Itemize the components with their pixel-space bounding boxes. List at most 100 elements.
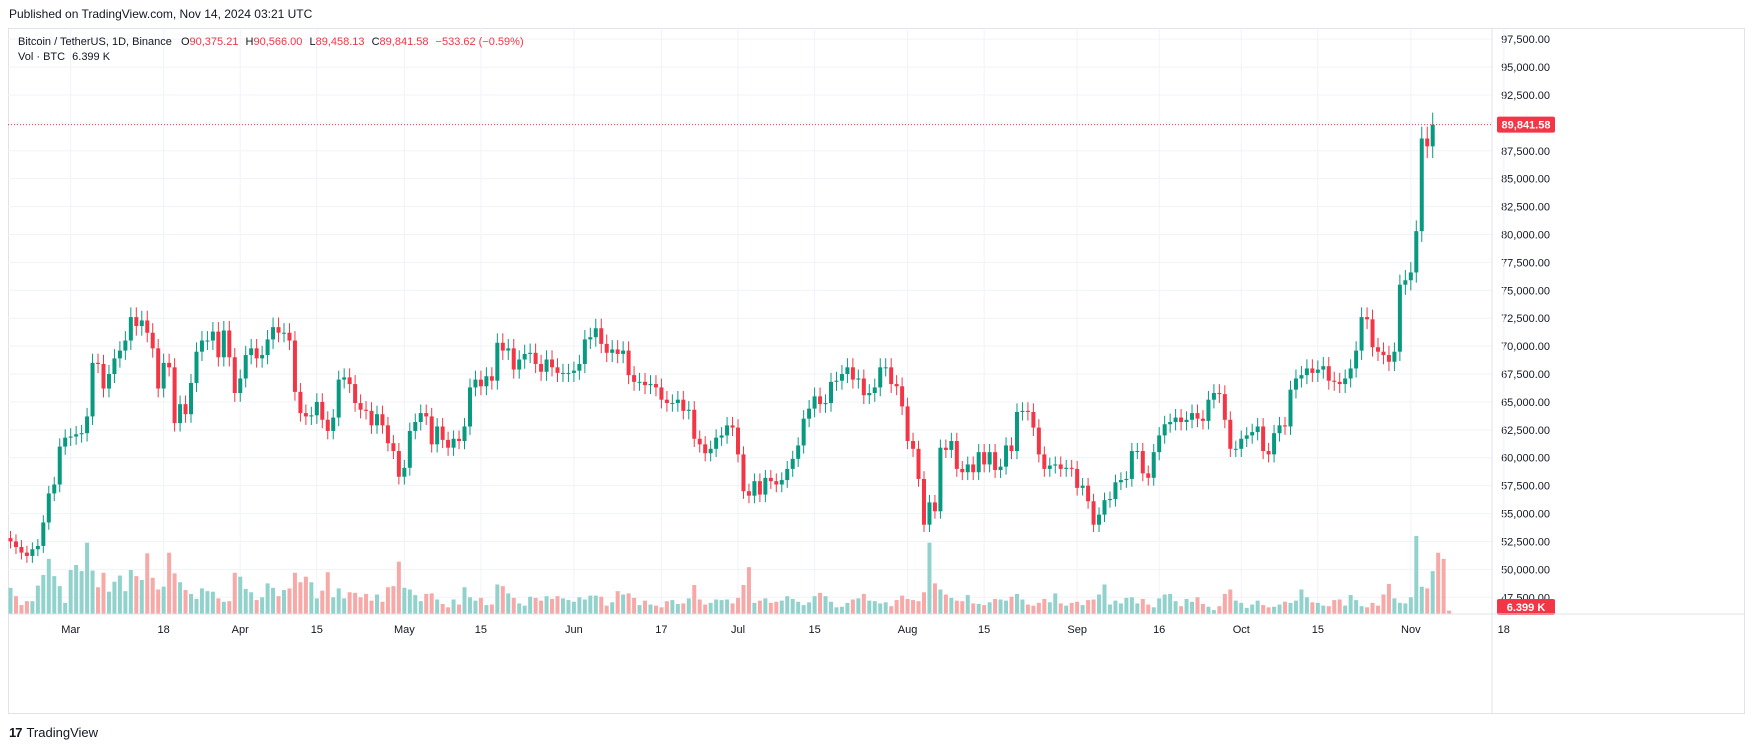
volume-bar	[1162, 594, 1167, 614]
candle-body	[746, 491, 751, 496]
volume-value: 6.399 K	[72, 51, 111, 63]
volume-bar	[1179, 606, 1184, 614]
candle-body	[763, 477, 768, 495]
volume-bar	[1053, 593, 1058, 614]
candle-body	[998, 466, 1003, 471]
volume-bar	[1403, 603, 1408, 614]
volume-bar	[227, 601, 232, 614]
candle-body	[900, 386, 905, 407]
candle-body	[156, 348, 161, 389]
volume-bar	[314, 598, 319, 614]
candle-body	[779, 480, 784, 485]
candle-body	[462, 426, 467, 441]
volume-bar	[74, 564, 79, 614]
volume-bar	[916, 601, 921, 614]
volume-bar	[1425, 588, 1430, 614]
change-value: −533.62 (−0.59%)	[435, 36, 524, 48]
candle-body	[604, 343, 609, 353]
volume-bar	[905, 598, 910, 614]
y-tick-label: 77,500.00	[1501, 257, 1550, 269]
candle-body	[1118, 480, 1123, 483]
candle-body	[1211, 392, 1216, 400]
x-tick-label: 17	[655, 624, 667, 636]
volume-bar	[779, 600, 784, 614]
candle-body	[1408, 272, 1413, 281]
volume-bar	[402, 587, 407, 614]
candle-body	[1135, 451, 1140, 453]
candle-body	[500, 342, 505, 351]
candle-body	[85, 416, 90, 434]
volume-bar	[1009, 596, 1014, 614]
candle-body	[407, 430, 412, 468]
volume-bar	[68, 569, 73, 614]
volume-bar	[976, 603, 981, 614]
volume-bar	[703, 604, 708, 614]
volume-bar	[566, 600, 571, 614]
volume-bar	[730, 603, 735, 614]
volume-bar	[303, 576, 308, 614]
candle-body	[495, 342, 500, 381]
close-label: C	[371, 36, 380, 48]
volume-bar	[856, 598, 861, 614]
volume-bar	[1107, 604, 1112, 614]
candle-body	[424, 413, 429, 417]
candle-body	[1069, 467, 1074, 469]
candle-body	[342, 377, 347, 380]
candle-body	[385, 425, 390, 444]
volume-bar	[1239, 602, 1244, 614]
volume-bar	[1436, 552, 1441, 614]
candle-body	[752, 481, 757, 496]
volume-bar	[900, 595, 905, 614]
volume-bar	[1217, 606, 1222, 614]
candle-body	[1261, 426, 1266, 452]
candle-body	[692, 409, 697, 439]
candle-body	[719, 435, 724, 438]
candle-body	[834, 380, 839, 382]
volume-bar	[1397, 602, 1402, 614]
volume-bar	[276, 596, 281, 614]
candle-body	[1403, 280, 1408, 285]
candle-body	[374, 414, 379, 426]
candle-body	[1064, 467, 1069, 469]
candle-body	[435, 426, 440, 445]
volume-bar	[1080, 605, 1085, 614]
volume-bar	[189, 593, 194, 614]
volume-bar	[1266, 607, 1271, 614]
volume-bar	[621, 594, 626, 614]
volume-bar	[971, 603, 976, 614]
candle-body	[741, 454, 746, 492]
candle-body	[309, 415, 314, 417]
candle-body	[221, 330, 226, 358]
candle-body	[440, 426, 445, 440]
volume-label[interactable]: Vol · BTC	[18, 51, 66, 63]
candle-body	[276, 327, 281, 333]
candle-body	[216, 331, 221, 358]
symbol-title[interactable]: Bitcoin / TetherUS, 1D, Binance	[18, 36, 172, 48]
volume-bar	[664, 601, 669, 614]
chart-frame[interactable]	[8, 28, 1745, 714]
volume-bar	[178, 582, 183, 614]
volume-bar	[686, 598, 691, 614]
candle-body	[74, 434, 79, 437]
volume-bar	[1430, 571, 1435, 614]
candle-body	[1397, 284, 1402, 352]
volume-bar	[1151, 607, 1156, 614]
candle-body	[199, 340, 204, 352]
footer-brand[interactable]: 17 TradingView	[9, 725, 98, 740]
x-tick-label: 16	[1153, 624, 1165, 636]
volume-bar	[194, 598, 199, 614]
candle-body	[172, 367, 177, 424]
volume-bar	[872, 601, 877, 614]
candle-body	[249, 348, 254, 356]
candle-body	[528, 352, 533, 354]
brand-name: TradingView	[26, 725, 99, 740]
candle-body	[818, 396, 823, 405]
volume-bar	[1283, 601, 1288, 614]
candle-body	[1086, 485, 1091, 502]
volume-bar	[528, 596, 533, 614]
volume-bar	[757, 600, 762, 614]
candle-body	[610, 349, 615, 353]
volume-bar	[1086, 600, 1091, 614]
volume-bar	[670, 600, 675, 614]
